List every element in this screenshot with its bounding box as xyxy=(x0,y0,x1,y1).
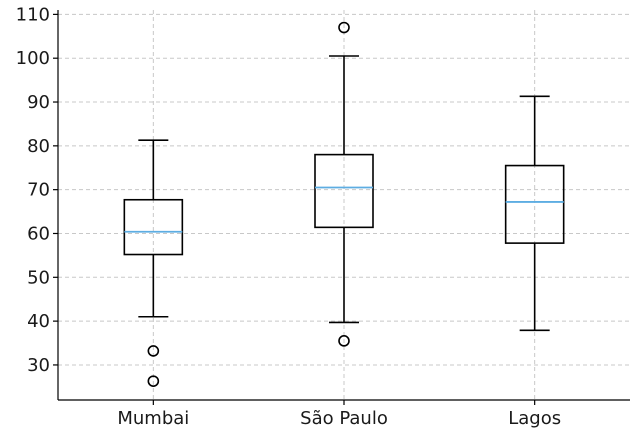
y-tick-label: 80 xyxy=(27,136,50,157)
outlier-point xyxy=(147,345,160,357)
iqr-box xyxy=(123,198,184,256)
box-group-s-o-paulo xyxy=(314,21,374,347)
iqr-box xyxy=(314,153,374,229)
y-tick-label: 90 xyxy=(27,92,50,113)
y-tick-label: 100 xyxy=(16,48,50,69)
outlier-point xyxy=(338,335,350,347)
y-tick-label: 40 xyxy=(27,311,50,332)
boxes xyxy=(123,21,565,387)
box-group-mumbai xyxy=(123,139,184,387)
y-tick-label: 60 xyxy=(27,223,50,244)
outlier-point xyxy=(147,375,160,387)
y-tick-label: 30 xyxy=(27,355,50,376)
iqr-box xyxy=(504,164,565,244)
y-tick-label: 50 xyxy=(27,267,50,288)
x-tick-label: Mumbai xyxy=(117,408,189,429)
y-tick-label: 70 xyxy=(27,180,50,201)
x-tick-label: Lagos xyxy=(508,408,561,429)
y-ticks: 30 40 50 60 70 80 90 100 110 xyxy=(16,4,58,376)
x-ticks: Mumbai São Paulo Lagos xyxy=(117,400,561,429)
outlier-point xyxy=(338,21,350,34)
y-tick-label: 110 xyxy=(16,4,50,25)
box-group-lagos xyxy=(504,95,565,332)
x-tick-label: São Paulo xyxy=(300,408,388,429)
